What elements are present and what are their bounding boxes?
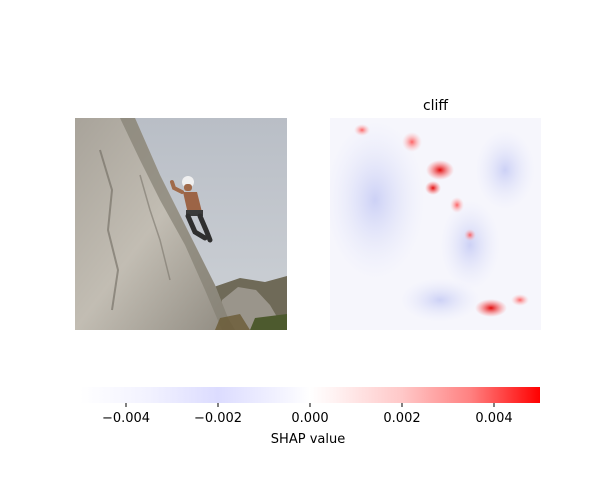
climber-torso <box>183 192 202 214</box>
shap-positive-region <box>402 132 422 152</box>
shap-positive-region <box>475 299 507 317</box>
colorbar-tick-label: −0.002 <box>194 411 242 426</box>
photo-grass <box>250 314 287 330</box>
photo-moss <box>215 314 250 330</box>
shap-positive-region <box>354 124 370 136</box>
climber-head <box>184 184 192 191</box>
photo-panel <box>75 118 287 330</box>
climber-legs <box>185 213 213 243</box>
shap-positive-region <box>511 294 529 306</box>
shap-positive-region <box>450 197 464 213</box>
photo-cliff-shadow <box>120 118 235 330</box>
colorbar-label: SHAP value <box>271 432 345 447</box>
photo-cliff-crack <box>139 174 171 281</box>
colorbar-tick-label: 0.002 <box>383 411 420 426</box>
colorbar-tick-label: −0.004 <box>102 411 150 426</box>
shap-negative-region <box>475 130 535 210</box>
shap-positive-region <box>425 181 441 195</box>
shap-positive-region <box>426 160 454 180</box>
colorbar-tick-label: 0.000 <box>291 411 328 426</box>
colorbar-gradient <box>80 387 540 403</box>
colorbar-ticks: −0.004 −0.002 0.000 0.002 0.004 <box>102 403 513 426</box>
shap-negative-region <box>440 200 500 290</box>
colorbar: −0.004 −0.002 0.000 0.002 0.004 SHAP value <box>80 387 540 447</box>
shap-map-panel <box>330 118 541 330</box>
photo-cliff-crack <box>99 149 120 311</box>
shap-negative-region <box>330 120 425 280</box>
climber-harness <box>186 210 203 216</box>
shap-panel-title: cliff <box>423 98 448 114</box>
climber-arm <box>170 180 184 194</box>
photo-climber <box>170 176 213 243</box>
shap-negative-region <box>400 278 480 322</box>
colorbar-tick-label: 0.004 <box>475 411 512 426</box>
shap-positive-region <box>464 229 476 241</box>
